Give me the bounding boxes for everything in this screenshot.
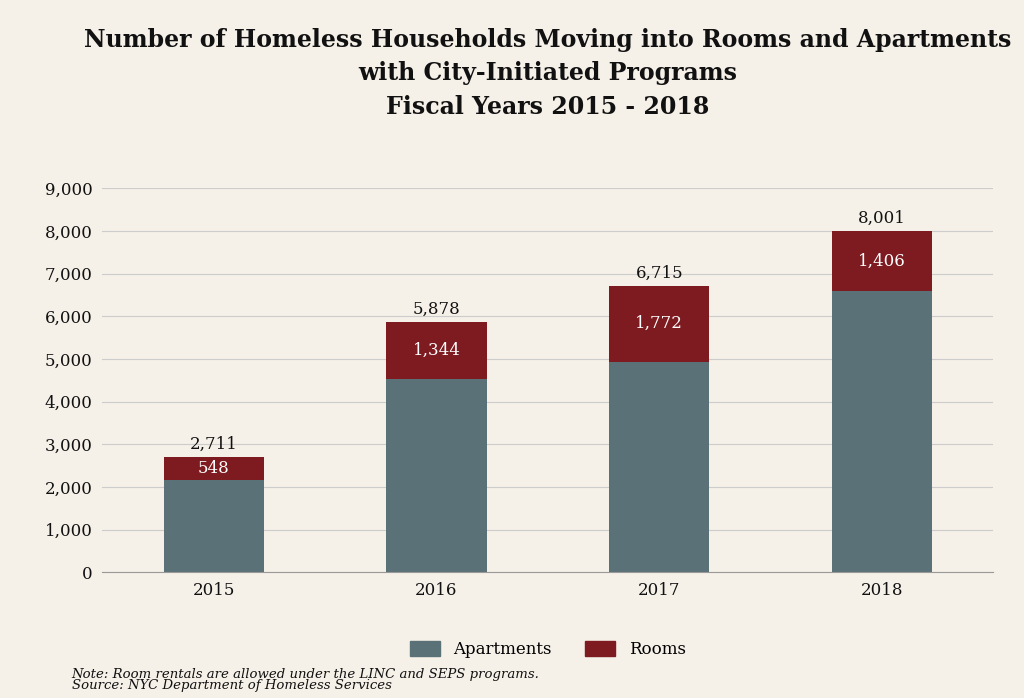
Bar <box>609 362 710 572</box>
Text: 2,711: 2,711 <box>189 436 238 453</box>
Text: 1,772: 1,772 <box>635 315 683 332</box>
Bar <box>164 456 264 480</box>
Bar <box>164 480 264 572</box>
Text: Source: NYC Department of Homeless Services: Source: NYC Department of Homeless Servi… <box>72 679 391 692</box>
Text: 548: 548 <box>198 460 229 477</box>
Bar <box>386 322 486 379</box>
Text: 1,406: 1,406 <box>858 253 906 269</box>
Text: 5,878: 5,878 <box>413 301 461 318</box>
Bar <box>831 291 932 572</box>
Text: 8,001: 8,001 <box>858 210 906 228</box>
Text: 1,344: 1,344 <box>413 342 461 359</box>
Legend: Apartments, Rooms: Apartments, Rooms <box>403 634 692 665</box>
Bar <box>609 286 710 362</box>
Bar <box>831 231 932 291</box>
Bar <box>386 379 486 572</box>
Text: Number of Homeless Households Moving into Rooms and Apartments
with City-Initiat: Number of Homeless Households Moving int… <box>84 28 1012 119</box>
Text: 6,715: 6,715 <box>635 265 683 282</box>
Text: Note: Room rentals are allowed under the LINC and SEPS programs.: Note: Room rentals are allowed under the… <box>72 667 540 681</box>
